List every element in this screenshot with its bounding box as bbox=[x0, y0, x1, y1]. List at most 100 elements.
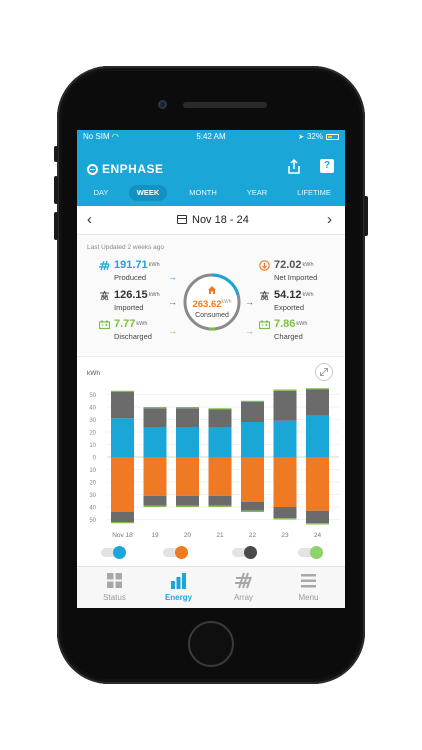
produced-bar bbox=[241, 422, 264, 457]
energy-summary: Last Updated 2 weeks ago 191.71kWh Produ… bbox=[77, 235, 345, 355]
location-icon: ➤ bbox=[298, 133, 304, 141]
x-tick-label: 19 bbox=[151, 532, 159, 539]
tab-day[interactable]: DAY bbox=[93, 188, 109, 197]
consumed-readout: 263.62kWh Consumed bbox=[182, 272, 242, 332]
tab-month[interactable]: MONTH bbox=[189, 188, 217, 197]
download-icon bbox=[259, 260, 270, 271]
grid-toggle[interactable] bbox=[232, 546, 257, 559]
discharged-bar bbox=[241, 400, 264, 402]
charged-bar bbox=[111, 522, 134, 524]
battery-percent: 32% bbox=[306, 132, 323, 141]
arrow-right-icon: → bbox=[245, 297, 254, 307]
exported-value: 54.12 bbox=[274, 289, 302, 301]
charged-bar bbox=[143, 505, 167, 507]
power-button bbox=[364, 196, 368, 236]
discharged-metric: 7.77kWh Discharged bbox=[99, 319, 152, 341]
produced-unit: kWh bbox=[148, 262, 160, 268]
battery-icon bbox=[259, 320, 270, 330]
volume-down-button bbox=[54, 212, 58, 240]
net-imported-metric: 72.02kWh Net Imported bbox=[259, 260, 317, 282]
consumed-bar bbox=[273, 457, 297, 507]
discharged-value: 7.77 bbox=[114, 318, 136, 330]
last-updated-text: Last Updated 2 weeks ago bbox=[87, 244, 164, 251]
exported-bar bbox=[111, 512, 134, 522]
arrow-right-icon: → bbox=[245, 326, 254, 336]
exported-metric: 54.12kWh Exported bbox=[259, 290, 314, 312]
x-tick-label: Nov 18 bbox=[112, 532, 133, 539]
exported-bar bbox=[306, 510, 329, 524]
consumed-bar bbox=[143, 457, 167, 496]
date-range-picker[interactable]: Nov 18 - 24 bbox=[177, 214, 249, 226]
volume-up-button bbox=[54, 176, 58, 204]
y-tick-label: 20 bbox=[89, 481, 96, 487]
home-button[interactable] bbox=[188, 621, 234, 667]
arrow-right-icon: → bbox=[168, 326, 177, 336]
status-right: ➤ 32% bbox=[298, 132, 339, 141]
nav-array-label: Array bbox=[233, 593, 254, 602]
y-tick-label: 40 bbox=[89, 406, 96, 412]
tab-week[interactable]: WEEK bbox=[129, 185, 167, 201]
charged-bar bbox=[208, 505, 232, 507]
help-icon[interactable]: ? bbox=[320, 159, 334, 173]
carrier-text: No SIM ◠ bbox=[83, 132, 119, 141]
consumed-toggle[interactable] bbox=[163, 546, 188, 559]
bottom-navigation: Status Energy Array Menu bbox=[77, 566, 345, 608]
exported-unit: kWh bbox=[302, 292, 314, 298]
nav-menu-label: Menu bbox=[298, 593, 319, 602]
discharged-bar bbox=[143, 407, 167, 409]
nav-status[interactable]: Status bbox=[81, 567, 148, 608]
solar-panel-icon bbox=[235, 572, 252, 589]
charged-bar bbox=[306, 523, 329, 525]
front-camera bbox=[158, 100, 167, 109]
tab-year[interactable]: YEAR bbox=[246, 188, 268, 197]
y-tick-label: 40 bbox=[89, 506, 96, 512]
imported-bar bbox=[176, 408, 199, 427]
grid-tower-icon bbox=[260, 290, 269, 301]
produced-metric: 191.71kWh Produced bbox=[99, 260, 160, 282]
brand-name: ENPHASE bbox=[102, 162, 164, 176]
exported-bar bbox=[143, 495, 167, 506]
consumed-bar bbox=[306, 457, 329, 511]
charged-unit: kWh bbox=[296, 321, 308, 327]
charged-bar bbox=[176, 505, 199, 507]
x-tick-label: 23 bbox=[281, 532, 289, 539]
earpiece-speaker bbox=[183, 102, 267, 108]
share-icon[interactable] bbox=[285, 158, 303, 176]
chevron-right-icon[interactable]: › bbox=[327, 211, 332, 228]
chevron-left-icon[interactable]: ‹ bbox=[87, 211, 92, 228]
produced-bar bbox=[176, 427, 199, 457]
discharged-label: Discharged bbox=[114, 332, 152, 341]
charged-value: 7.86 bbox=[274, 318, 296, 330]
net-imported-value: 72.02 bbox=[274, 259, 302, 271]
nav-energy[interactable]: Energy bbox=[145, 567, 212, 608]
battery-icon bbox=[326, 133, 339, 140]
consumed-label: Consumed bbox=[195, 312, 229, 319]
discharged-bar bbox=[273, 389, 297, 391]
nav-array[interactable]: Array bbox=[210, 567, 277, 608]
enphase-logo: ENPHASE bbox=[87, 162, 164, 176]
nav-menu[interactable]: Menu bbox=[275, 567, 342, 608]
x-tick-label: 24 bbox=[314, 532, 322, 539]
y-axis-label: kWh bbox=[87, 370, 100, 377]
nav-energy-label: Energy bbox=[164, 593, 193, 602]
exported-bar bbox=[176, 495, 199, 506]
produced-toggle[interactable] bbox=[101, 546, 126, 559]
produced-bar bbox=[273, 420, 297, 457]
battery-icon bbox=[99, 320, 110, 330]
y-tick-label: 50 bbox=[89, 393, 96, 399]
battery-toggle[interactable] bbox=[298, 546, 323, 559]
x-tick-label: 21 bbox=[216, 532, 224, 539]
y-tick-label: 0 bbox=[93, 456, 97, 462]
tab-lifetime[interactable]: LIFETIME bbox=[297, 188, 331, 197]
net-imported-unit: kWh bbox=[302, 262, 314, 268]
app-screen: No SIM ◠ 5:42 AM ➤ 32% ENPHASE ? DAY WEE… bbox=[77, 130, 345, 608]
y-tick-label: 20 bbox=[89, 431, 96, 437]
consumed-bar bbox=[241, 457, 264, 502]
x-tick-label: 20 bbox=[184, 532, 192, 539]
exported-bar bbox=[241, 502, 264, 511]
produced-label: Produced bbox=[114, 273, 147, 282]
discharged-bar bbox=[208, 408, 232, 410]
expand-icon[interactable] bbox=[315, 363, 333, 381]
discharged-bar bbox=[111, 390, 134, 392]
charged-bar bbox=[273, 518, 297, 520]
